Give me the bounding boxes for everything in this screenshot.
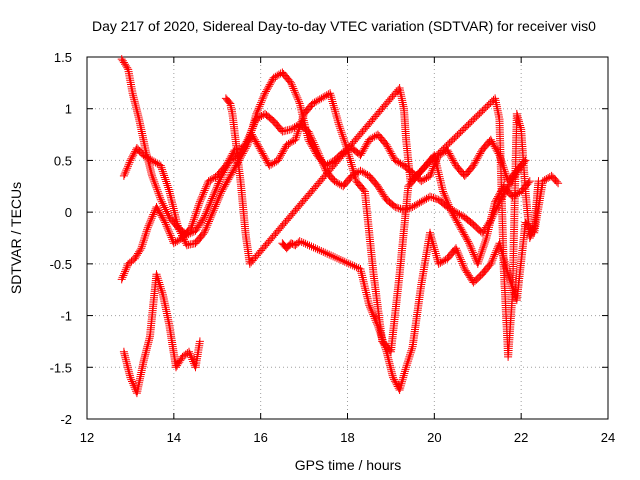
x-tick-label: 22 <box>514 430 528 445</box>
x-tick-label: 18 <box>340 430 354 445</box>
x-tick-labels: 12 14 16 18 20 22 24 <box>80 430 615 445</box>
plus-markers <box>221 84 543 361</box>
y-tick-label: 1.5 <box>54 50 72 65</box>
data-points <box>117 55 563 398</box>
y-tick-label: 0 <box>65 205 72 220</box>
y-tick-label: -2 <box>60 412 72 427</box>
plus-markers <box>117 55 526 239</box>
plus-markers <box>278 171 563 394</box>
y-tick-label: -0.5 <box>50 257 72 272</box>
y-tick-label: 1 <box>65 102 72 117</box>
series-track-f <box>221 84 543 361</box>
y-tick-label: -1.5 <box>50 360 72 375</box>
chart-title: Day 217 of 2020, Sidereal Day-to-day VTE… <box>92 18 596 34</box>
series-track-d <box>119 270 204 398</box>
y-tick-label: 0.5 <box>54 153 72 168</box>
series-track-e <box>278 171 563 394</box>
y-tick-label: -1 <box>60 309 72 324</box>
x-tick-label: 20 <box>427 430 441 445</box>
axis-ticks <box>86 56 609 420</box>
x-tick-label: 14 <box>167 430 181 445</box>
y-tick-labels: -2 -1.5 -1 -0.5 0 0.5 1 1.5 <box>50 50 72 427</box>
x-tick-label: 24 <box>601 430 615 445</box>
x-tick-label: 16 <box>253 430 267 445</box>
series-track-a <box>117 55 526 239</box>
x-tick-label: 12 <box>80 430 94 445</box>
x-axis-label: GPS time / hours <box>295 457 402 473</box>
y-axis-label: SDTVAR / TECUs <box>8 182 24 294</box>
plus-markers <box>119 270 204 398</box>
